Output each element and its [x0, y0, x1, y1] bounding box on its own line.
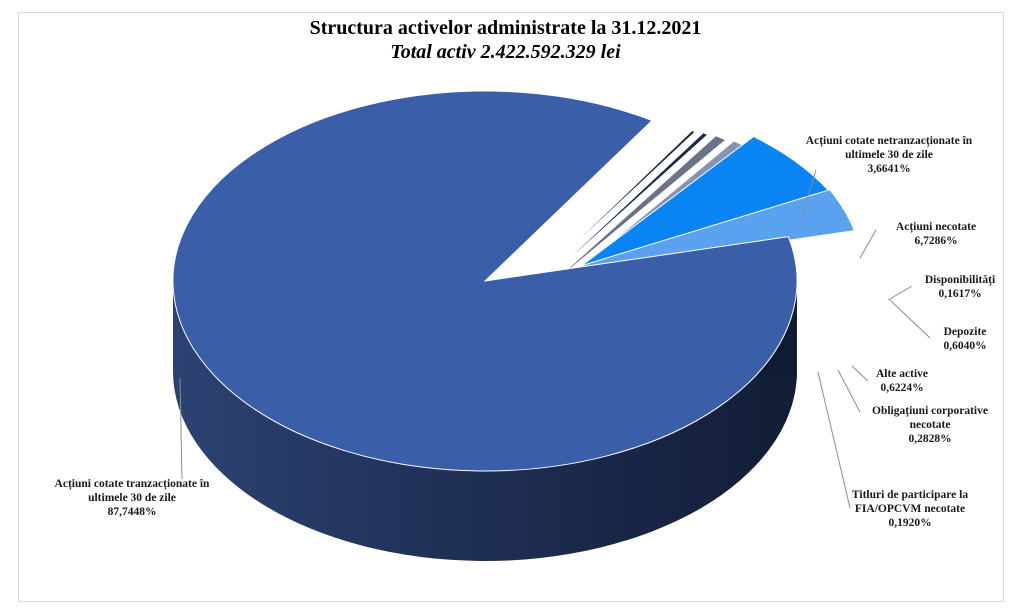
data-label-line: ultimele 30 de zile — [845, 149, 933, 161]
leader-line — [179, 377, 183, 480]
leader-line — [859, 229, 877, 259]
data-label: Acțiuni cotate tranzacționate în ultimele… — [55, 478, 211, 518]
pie-slice — [524, 129, 697, 292]
leader-line — [889, 299, 931, 339]
data-label-line: ultimele 30 de zile — [88, 492, 176, 504]
data-label-line: Acțiuni cotate netranzacționate în — [806, 135, 973, 148]
data-label: Disponibilități 0,1617% — [925, 274, 996, 300]
data-label: Obligațiuni corporative necotate 0,2828% — [872, 405, 988, 445]
leader-line — [887, 285, 913, 301]
data-label-line: Alte active — [876, 368, 928, 380]
chart-title: Structura activelor administrate la 31.1… — [309, 17, 702, 39]
data-label-line: Acțiuni necotate — [896, 221, 976, 234]
data-label-line: 0,2828% — [908, 433, 951, 445]
pie-slice — [540, 135, 727, 294]
data-label-line: 87,7448% — [108, 506, 157, 518]
pie-slice — [532, 132, 709, 293]
data-label-line: 0,1920% — [888, 517, 931, 529]
data-label-line: 0,1617% — [938, 288, 981, 300]
data-label-line: 6,7286% — [914, 235, 957, 247]
data-label: Acțiuni necotate 6,7286% — [896, 221, 976, 247]
leader-line — [801, 169, 817, 217]
leader-line — [837, 369, 861, 413]
data-label-line: 0,6224% — [880, 382, 923, 394]
data-label-line: Depozite — [944, 326, 987, 338]
chart-subtitle: Total activ 2.422.592.329 lei — [390, 41, 621, 63]
slice-side-main — [173, 281, 797, 562]
data-label-line: Disponibilități — [925, 274, 996, 287]
data-label: Alte active 0,6224% — [876, 368, 928, 394]
data-label-line: Obligațiuni corporative — [872, 405, 988, 418]
leader-line — [817, 371, 851, 509]
data-label: Titluri de participare la FIA/OPCVM necot… — [852, 489, 968, 529]
data-label-line: 0,6040% — [943, 340, 986, 352]
pie-slice — [172, 90, 798, 472]
data-label-line: necotate — [910, 419, 951, 431]
data-label-line: 3,6641% — [867, 163, 910, 175]
data-label-line: FIA/OPCVM necotate — [855, 503, 965, 515]
data-label-line: Acțiuni cotate tranzacționate în — [55, 478, 211, 491]
data-label: Acțiuni cotate netranzacționate în ultime… — [806, 135, 973, 175]
data-label-line: Titluri de participare la — [852, 489, 968, 501]
pie-slice — [550, 189, 856, 276]
leader-line — [851, 365, 869, 382]
data-label: Depozite 0,6040% — [943, 326, 986, 352]
